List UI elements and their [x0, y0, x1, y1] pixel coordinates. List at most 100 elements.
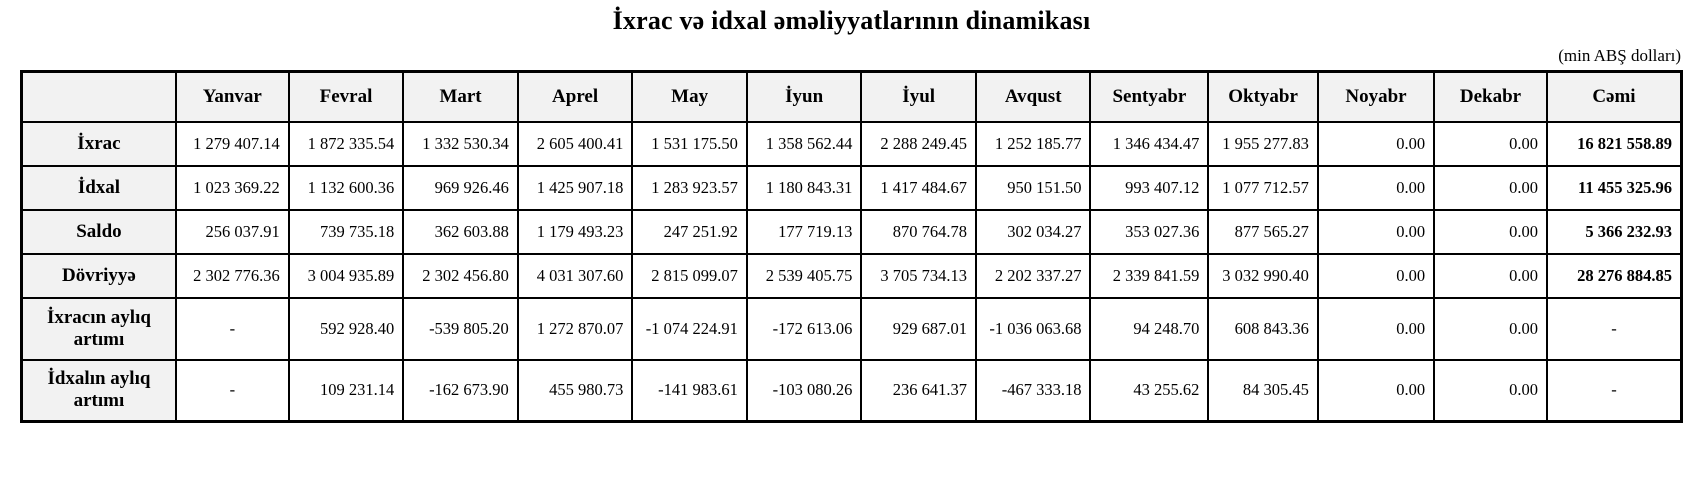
table-cell: 109 231.14 [287, 358, 405, 423]
table-cell: 353 027.36 [1089, 208, 1210, 255]
table-cell: -103 080.26 [745, 358, 863, 423]
table-cell: 1 279 407.14 [174, 120, 290, 167]
table-cell: 1 531 175.50 [631, 120, 748, 167]
row-label: İdxal [20, 164, 177, 211]
column-header: Oktyabr [1207, 70, 1319, 123]
table-cell: -1 036 063.68 [974, 296, 1092, 361]
table-cell: 0.00 [1433, 358, 1548, 423]
column-header: Cəmi [1545, 70, 1683, 123]
column-header: Noyabr [1316, 70, 1436, 123]
table-cell: 84 305.45 [1207, 358, 1319, 423]
table-cell: 969 926.46 [402, 164, 519, 211]
table-cell: 11 455 325.96 [1545, 164, 1683, 211]
table-cell: 0.00 [1433, 296, 1548, 361]
table-cell: 1 332 530.34 [402, 120, 519, 167]
unit-note: (min ABŞ dolları) [1558, 46, 1681, 65]
table-cell: 3 032 990.40 [1207, 252, 1319, 299]
table-cell: 0.00 [1316, 120, 1436, 167]
table-cell: - [1545, 296, 1683, 361]
row-label: İxrac [20, 120, 177, 167]
table-cell: 929 687.01 [860, 296, 977, 361]
table-row: İdxal 1 023 369.22 1 132 600.36 969 926.46 1… [20, 164, 1683, 211]
row-label: Dövriyyə [20, 252, 177, 299]
table-cell: 3 705 734.13 [860, 252, 977, 299]
table-cell: -1 074 224.91 [631, 296, 748, 361]
table-cell: 455 980.73 [516, 358, 634, 423]
column-header: Dekabr [1433, 70, 1548, 123]
table-header: Yanvar Fevral Mart Aprel May İyun İyul Avqust Se… [20, 70, 1683, 123]
table-cell: 28 276 884.85 [1545, 252, 1683, 299]
column-header: Aprel [516, 70, 634, 123]
table-cell: -162 673.90 [402, 358, 519, 423]
table-cell: 16 821 558.89 [1545, 120, 1683, 167]
column-header: Mart [402, 70, 519, 123]
table-cell: -141 983.61 [631, 358, 748, 423]
table-cell: 870 764.78 [860, 208, 977, 255]
table-cell: 1 179 493.23 [516, 208, 634, 255]
table-cell: 2 339 841.59 [1089, 252, 1210, 299]
table-cell: 4 031 307.60 [516, 252, 634, 299]
table-cell: 0.00 [1433, 208, 1548, 255]
table-row: İxrac 1 279 407.14 1 872 335.54 1 332 530.3… [20, 120, 1683, 167]
table-row: Dövriyyə 2 302 776.36 3 004 935.89 2 302 45… [20, 252, 1683, 299]
table-cell: 1 023 369.22 [174, 164, 290, 211]
table-cell: 0.00 [1316, 208, 1436, 255]
table-cell: - [174, 296, 290, 361]
table-cell: 1 077 712.57 [1207, 164, 1319, 211]
table-cell: 877 565.27 [1207, 208, 1319, 255]
table-cell: 2 815 099.07 [631, 252, 748, 299]
table-cell: -539 805.20 [402, 296, 519, 361]
table-cell: 0.00 [1316, 252, 1436, 299]
column-header: May [631, 70, 748, 123]
table-row: Saldo 256 037.91 739 735.18 362 603.88 1 179… [20, 208, 1683, 255]
column-header: Avqust [974, 70, 1092, 123]
table-cell: 950 151.50 [974, 164, 1092, 211]
corner-header-cell [20, 70, 177, 123]
column-header: Fevral [287, 70, 405, 123]
table-cell: 5 366 232.93 [1545, 208, 1683, 255]
table-cell: -467 333.18 [974, 358, 1092, 423]
table-row: İdxalın aylıq artımı -109 231.14 -162 673.… [20, 358, 1683, 423]
table-cell: 3 004 935.89 [287, 252, 405, 299]
table-cell: 1 272 870.07 [516, 296, 634, 361]
table-cell: 1 872 335.54 [287, 120, 405, 167]
table-cell: 1 417 484.67 [860, 164, 977, 211]
table-cell: 2 302 456.80 [402, 252, 519, 299]
row-label: İxracın aylıq artımı [20, 296, 177, 361]
table-cell: - [174, 358, 290, 423]
column-header: Yanvar [174, 70, 290, 123]
table-cell: 1 358 562.44 [745, 120, 863, 167]
table-cell: 2 302 776.36 [174, 252, 290, 299]
table-cell: 1 132 600.36 [287, 164, 405, 211]
table-cell: 94 248.70 [1089, 296, 1210, 361]
table-row: İxracın aylıq artımı -592 928.40 -539 805.… [20, 296, 1683, 361]
table-cell: 247 251.92 [631, 208, 748, 255]
table-cell: 1 252 185.77 [974, 120, 1092, 167]
table-cell: 2 605 400.41 [516, 120, 634, 167]
table-cell: 1 180 843.31 [745, 164, 863, 211]
table-cell: 0.00 [1433, 120, 1548, 167]
table-cell: 1 425 907.18 [516, 164, 634, 211]
table-cell: 1 955 277.83 [1207, 120, 1319, 167]
row-label: Saldo [20, 208, 177, 255]
table-header-row: Yanvar Fevral Mart Aprel May İyun İyul Avqust Se… [20, 70, 1683, 123]
page-title: İxrac və idxal əməliyyatlarının dinamika… [612, 6, 1091, 35]
column-header: İyul [860, 70, 977, 123]
table-body: İxrac 1 279 407.14 1 872 335.54 1 332 530.3… [20, 120, 1683, 423]
column-header: İyun [745, 70, 863, 123]
table-cell: 302 034.27 [974, 208, 1092, 255]
table-cell: 1 283 923.57 [631, 164, 748, 211]
table-cell: 739 735.18 [287, 208, 405, 255]
table-cell: 993 407.12 [1089, 164, 1210, 211]
column-header: Sentyabr [1089, 70, 1210, 123]
table-cell: 2 202 337.27 [974, 252, 1092, 299]
table-cell: - [1545, 358, 1683, 423]
table-cell: 236 641.37 [860, 358, 977, 423]
table-cell: 0.00 [1316, 164, 1436, 211]
table-cell: 0.00 [1316, 296, 1436, 361]
table-cell: 592 928.40 [287, 296, 405, 361]
table-cell: 256 037.91 [174, 208, 290, 255]
table-cell: 608 843.36 [1207, 296, 1319, 361]
table-cell: 1 346 434.47 [1089, 120, 1210, 167]
